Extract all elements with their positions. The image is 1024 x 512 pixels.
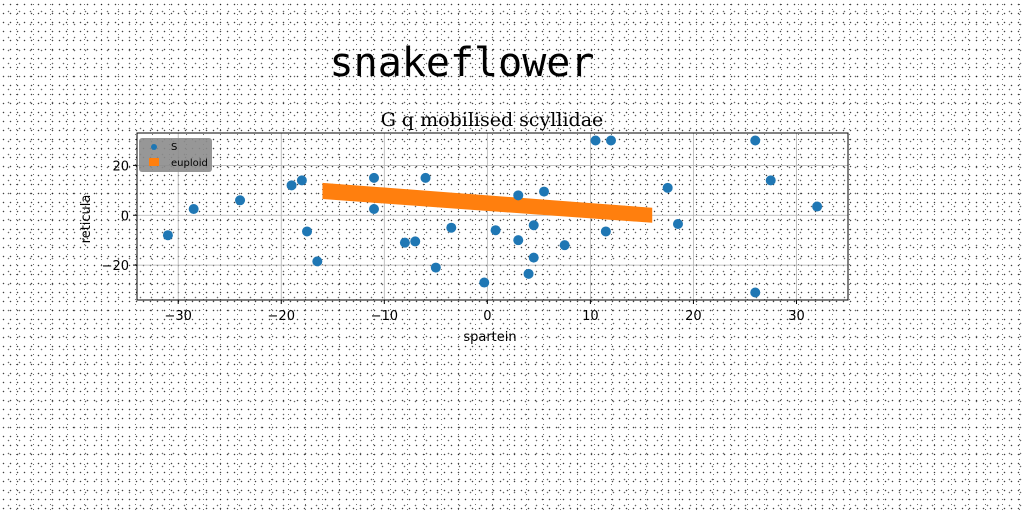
y-tick-label: 0 [121,209,129,224]
s-point [421,173,431,183]
s-point [312,256,322,266]
s-point [235,195,245,205]
chart-title: G q mobilised scyllidae [381,109,604,131]
axis-ticks: −30 −20 −10 0 10 20 30 −20 0 20 [102,159,805,324]
s-point [513,235,523,245]
s-point [601,226,611,236]
plot-frame [137,133,848,300]
x-tick-label: 10 [582,309,599,324]
s-point [369,173,379,183]
s-point [812,202,822,212]
legend-marker-s [151,144,157,150]
s-point [524,269,534,279]
s-point [673,219,683,229]
s-point [297,175,307,185]
s-point [287,180,297,190]
s-points-layer [163,135,822,297]
s-point [591,135,601,145]
s-point [446,223,456,233]
s-point [479,278,489,288]
x-axis-label: spartein [463,330,516,345]
x-tick-label: 20 [685,309,702,324]
x-tick-label: 0 [483,309,491,324]
s-point [410,236,420,246]
y-tick-label: −20 [102,259,129,274]
y-axis-label: reticula [79,195,94,244]
x-tick-label: −30 [164,309,191,324]
s-point [302,226,312,236]
s-point [529,220,539,230]
legend-label-s: S [171,142,177,153]
x-tick-label: −10 [371,309,398,324]
s-point [606,135,616,145]
s-point [539,187,549,197]
legend-label-euploid: euploid [171,158,208,169]
legend-marker-euploid [149,158,159,166]
y-tick-label: 20 [112,159,129,174]
grid-lines [137,133,848,300]
x-tick-label: −20 [268,309,295,324]
s-point [369,204,379,214]
s-point [189,204,199,214]
s-point [750,135,760,145]
s-point [400,238,410,248]
s-point [491,225,501,235]
legend: S euploid [139,138,212,172]
s-point [560,240,570,250]
s-point [513,190,523,200]
s-point [750,288,760,298]
s-point [663,183,673,193]
s-point [766,175,776,185]
s-point [163,230,173,240]
s-point [529,253,539,263]
s-point [431,263,441,273]
x-tick-label: 30 [788,309,805,324]
